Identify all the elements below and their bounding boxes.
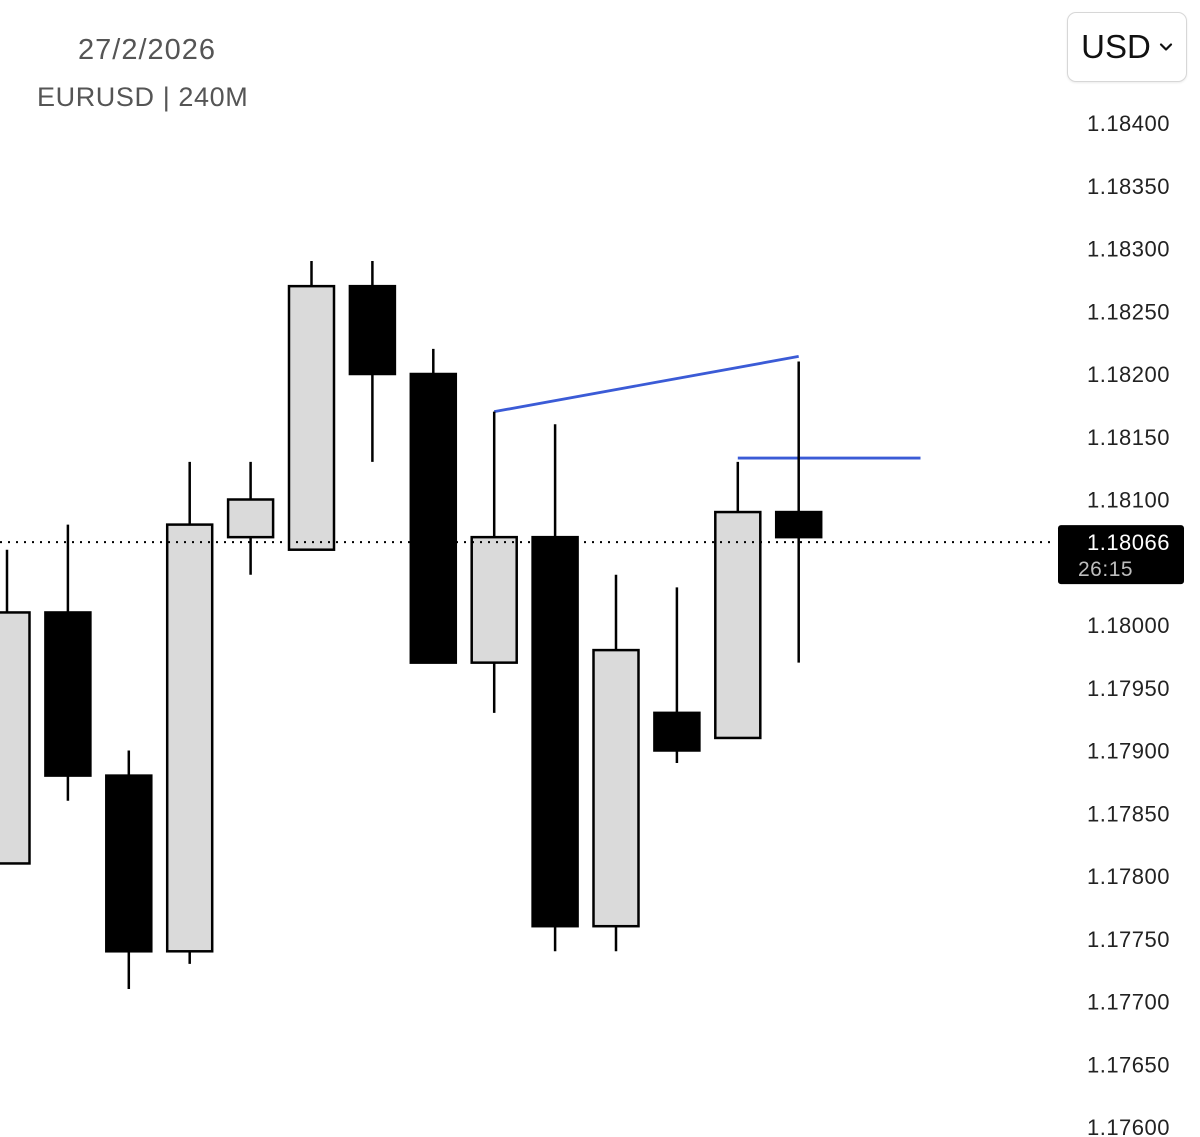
- chart-symbol: EURUSD | 240M: [37, 82, 249, 112]
- trendline: [493, 355, 799, 414]
- candle-body-bullish: [287, 284, 336, 551]
- price-axis-label: 1.17900: [1087, 739, 1170, 764]
- candle-body-bearish: [409, 372, 458, 664]
- candle-body-bullish: [165, 523, 214, 953]
- candle-body-bearish: [531, 535, 579, 928]
- price-axis-label: 1.18350: [1087, 174, 1170, 199]
- currency-selector[interactable]: USD: [1067, 12, 1187, 82]
- price-axis-label: 1.18100: [1087, 488, 1170, 513]
- price-axis-label: 1.18000: [1087, 613, 1170, 638]
- current-price-tag: [1058, 525, 1184, 585]
- candle-body-bullish: [592, 648, 640, 928]
- candle-body-bearish: [348, 284, 397, 376]
- candle-body-bearish: [44, 611, 92, 777]
- chevron-down-icon: [1159, 43, 1172, 51]
- price-axis-label: 1.17750: [1087, 927, 1170, 952]
- candle-body-bearish: [774, 510, 823, 539]
- chart-date: 27/2/2026: [78, 34, 217, 66]
- currency-label: USD: [1081, 28, 1151, 65]
- price-axis-label: 1.18150: [1087, 425, 1170, 450]
- trendline-layer: [493, 355, 921, 460]
- candle-body-bullish: [0, 611, 31, 865]
- price-axis: 1.18400 1.18350 1.18300 1.18250 1.18200 1.181…: [1087, 111, 1170, 1137]
- price-axis-label: 1.17850: [1087, 801, 1170, 826]
- candle-body-bearish: [653, 711, 701, 752]
- candle-layer: [0, 261, 823, 989]
- candle-body-bearish: [105, 774, 153, 953]
- price-axis-label: 1.17600: [1087, 1115, 1170, 1137]
- price-axis-label: 1.17650: [1087, 1052, 1170, 1077]
- price-axis-label: 1.17950: [1087, 676, 1170, 701]
- price-axis-label: 1.18300: [1087, 237, 1170, 262]
- price-axis-label: 1.18200: [1087, 362, 1170, 387]
- current-price-layer: 1.18066 26:15: [0, 525, 1184, 585]
- candle-body-bullish: [714, 510, 762, 740]
- candle-countdown: 26:15: [1078, 558, 1133, 581]
- candle-body-bullish: [470, 535, 518, 664]
- current-price-value: 1.18066: [1087, 530, 1170, 555]
- price-axis-label: 1.18400: [1087, 111, 1170, 136]
- candle-body-bullish: [226, 498, 275, 539]
- price-axis-label: 1.17700: [1087, 990, 1170, 1015]
- price-axis-label: 1.18250: [1087, 299, 1170, 324]
- price-axis-label: 1.17800: [1087, 864, 1170, 889]
